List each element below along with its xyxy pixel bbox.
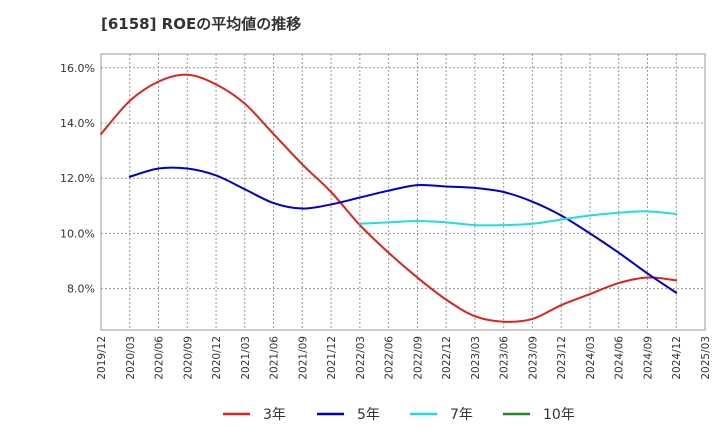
series-line-1 (100, 73, 678, 323)
x-tick-label: 2024/12 (671, 336, 683, 380)
y-tick-label: 16.0% (60, 62, 95, 75)
series-line-3 (358, 210, 678, 227)
x-tick-label: 2022/03 (355, 336, 367, 380)
legend-label: 5年 (357, 407, 380, 423)
x-tick-label: 2025/03 (700, 336, 712, 380)
series-lines (100, 73, 678, 323)
chart-title: [6158] ROEの平均値の推移 (101, 15, 302, 33)
x-tick-label: 2023/03 (470, 336, 482, 380)
x-tick-label: 2020/09 (182, 336, 194, 380)
x-tick-label: 2022/09 (412, 336, 424, 380)
x-tick-label: 2024/09 (642, 336, 654, 380)
legend-label: 7年 (450, 407, 473, 423)
x-tick-label: 2022/12 (441, 336, 453, 380)
x-tick-label: 2024/03 (585, 336, 597, 380)
x-tick-label: 2021/03 (240, 336, 252, 380)
legend-label: 10年 (543, 407, 575, 423)
x-tick-label: 2023/09 (527, 336, 539, 380)
x-tick-label: 2020/03 (125, 336, 137, 380)
y-tick-label: 12.0% (60, 172, 95, 185)
x-tick-label: 2022/06 (384, 336, 396, 380)
x-tick-label: 2020/06 (154, 336, 166, 380)
x-axis: 2019/12 2020/03 2020/06 2020/09 2020/12 2021/… (96, 336, 712, 380)
x-tick-label: 2021/09 (297, 336, 309, 380)
legend: 3年 5年 7年 10年 (223, 407, 575, 423)
plot-area (100, 53, 706, 331)
y-tick-label: 14.0% (60, 117, 95, 130)
x-tick-label: 2024/06 (614, 336, 626, 380)
x-tick-label: 2021/06 (269, 336, 281, 380)
x-tick-label: 2021/12 (326, 336, 338, 380)
y-tick-label: 8.0% (67, 283, 95, 296)
series-line-2 (128, 166, 678, 294)
x-tick-label: 2020/12 (211, 336, 223, 380)
x-tick-label: 2023/12 (556, 336, 568, 380)
y-axis: 8.0% 10.0% 12.0% 14.0% 16.0% (60, 62, 95, 296)
y-tick-label: 10.0% (60, 227, 95, 240)
legend-label: 3年 (263, 407, 286, 423)
x-tick-label: 2023/06 (499, 336, 511, 380)
x-tick-label: 2019/12 (96, 336, 108, 380)
